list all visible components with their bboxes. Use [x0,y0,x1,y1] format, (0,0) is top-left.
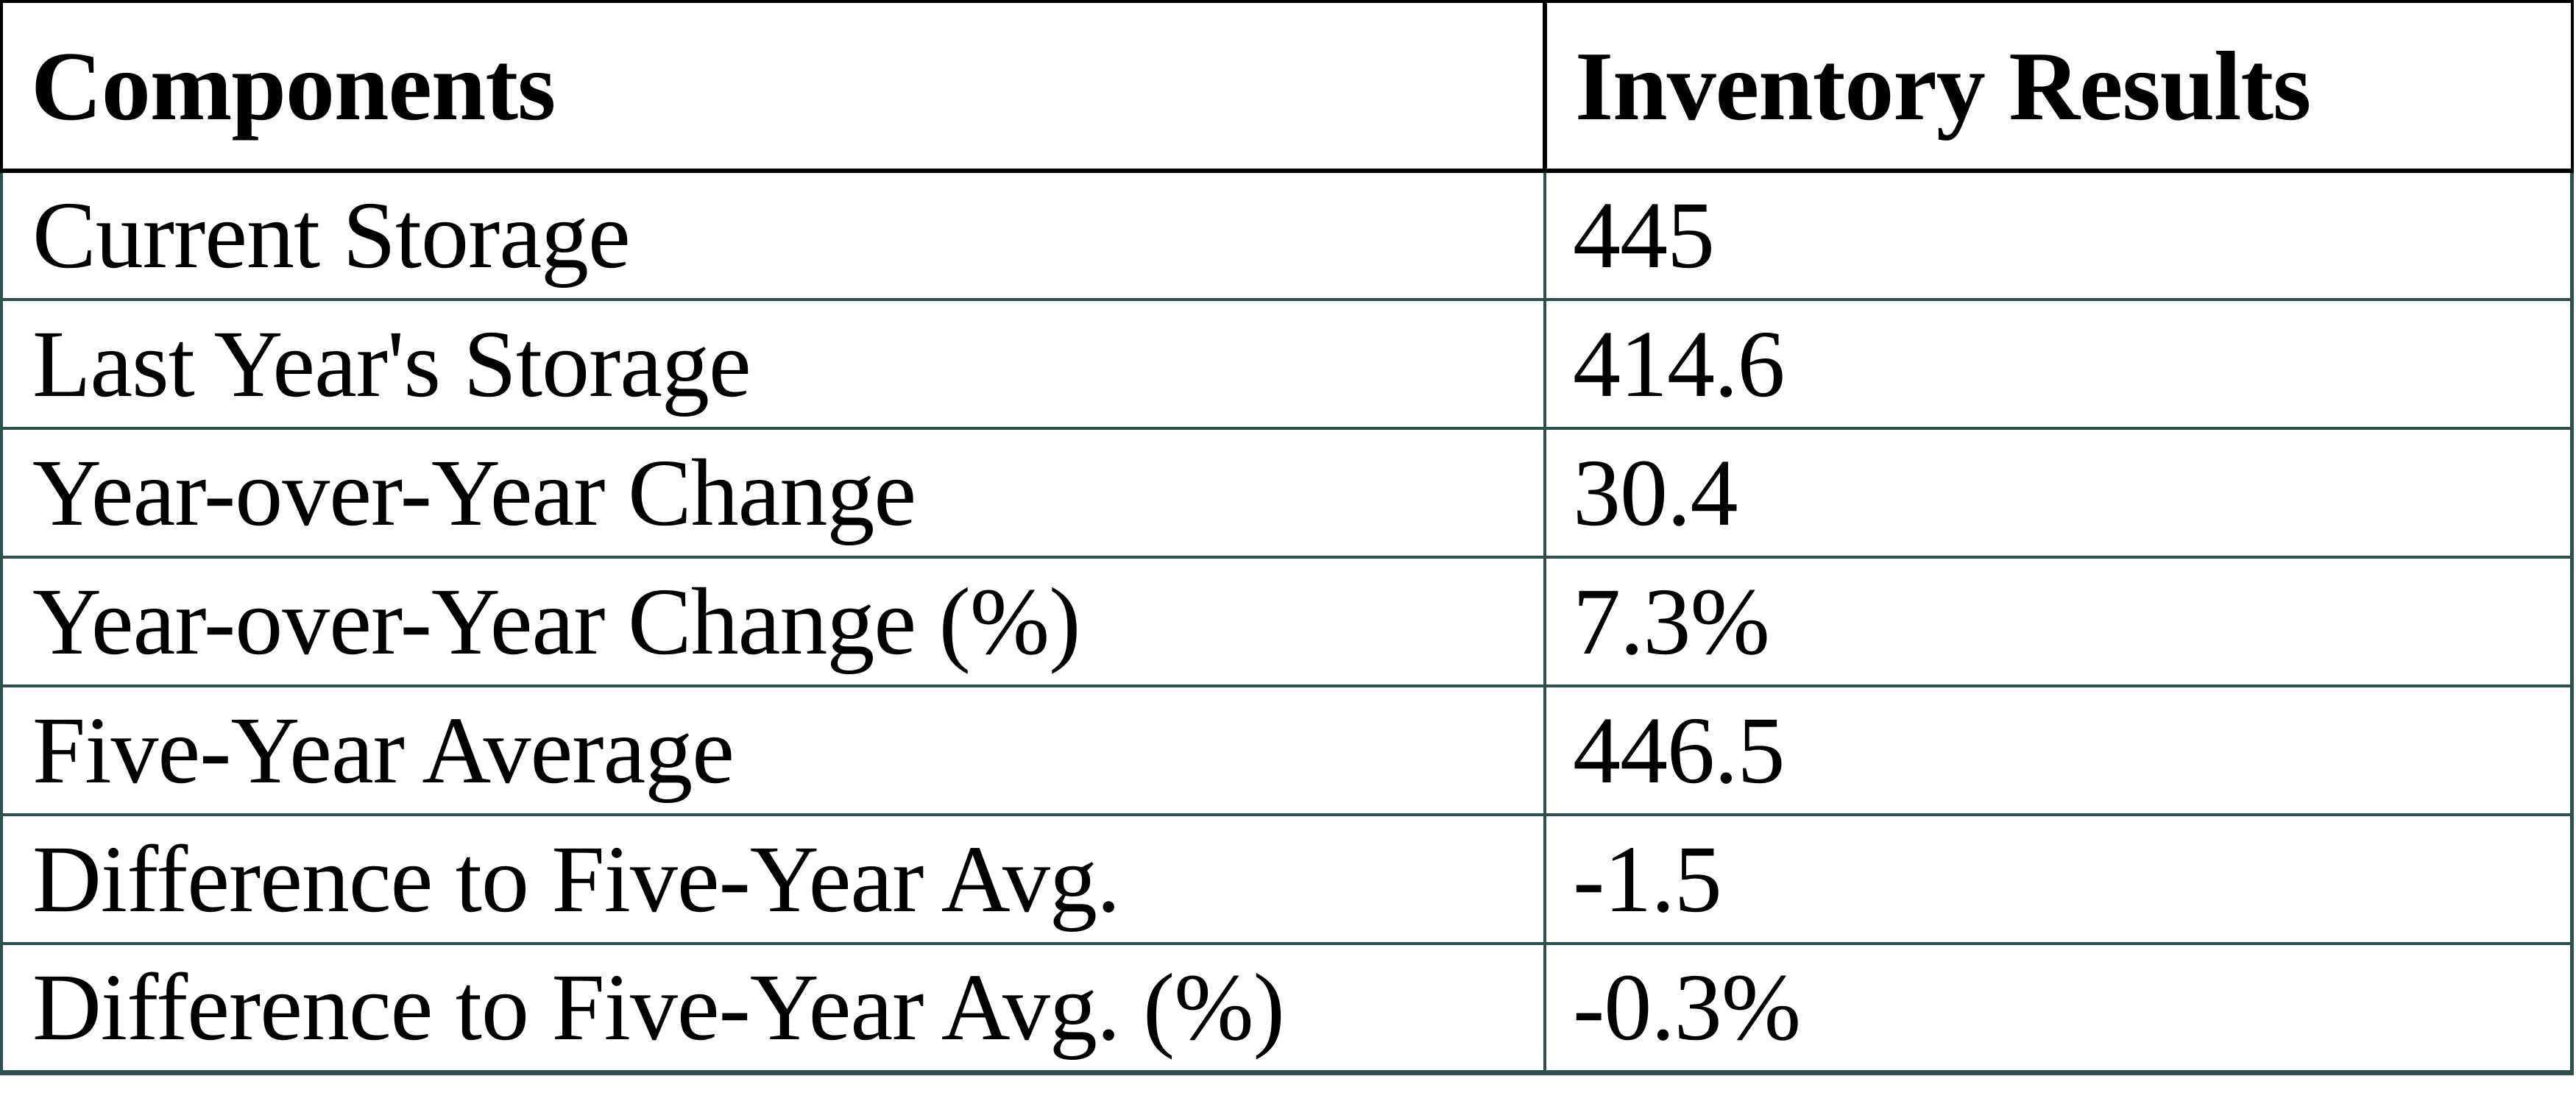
result-value: 445 [1543,169,2574,301]
table-row: Last Year's Storage 414.6 [0,298,2574,430]
inventory-table: Components Inventory Results Current Sto… [0,0,2574,1075]
table-row: Current Storage 445 [0,169,2574,301]
result-value: 446.5 [1543,684,2574,816]
header-components: Components [0,0,1547,173]
table-row: Five-Year Average 446.5 [0,684,2574,816]
component-label: Year-over-Year Change (%) [0,556,1546,687]
result-value: -0.3% [1543,942,2574,1075]
component-label: Year-over-Year Change [0,427,1546,559]
table-row: Difference to Five-Year Avg. -1.5 [0,813,2574,945]
result-value: 7.3% [1543,556,2574,687]
table-row: Year-over-Year Change 30.4 [0,427,2574,559]
header-inventory-results: Inventory Results [1543,0,2574,173]
result-value: 414.6 [1543,298,2574,430]
result-value: 30.4 [1543,427,2574,559]
result-value: -1.5 [1543,813,2574,945]
component-label: Five-Year Average [0,684,1546,816]
header-row: Components Inventory Results [0,0,2574,173]
table-row: Difference to Five-Year Avg. (%) -0.3% [0,942,2574,1075]
component-label: Current Storage [0,169,1546,301]
component-label: Difference to Five-Year Avg. (%) [0,942,1546,1075]
component-label: Last Year's Storage [0,298,1546,430]
table-row: Year-over-Year Change (%) 7.3% [0,556,2574,687]
component-label: Difference to Five-Year Avg. [0,813,1546,945]
